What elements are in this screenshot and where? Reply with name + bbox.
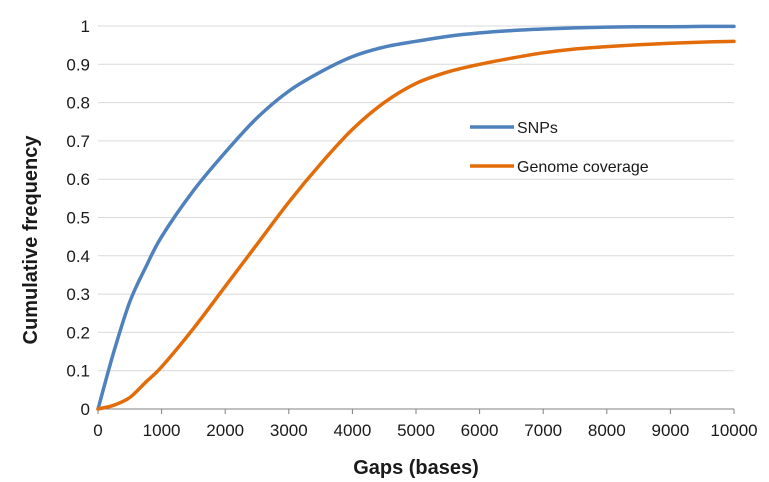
series-line-genome-coverage [96, 39, 736, 411]
x-tick-label: 10000 [710, 421, 757, 440]
y-tick-label: 0.6 [66, 170, 90, 189]
x-tick-label: 1000 [143, 421, 181, 440]
series-line-snps [96, 24, 736, 411]
x-tick-label: 7000 [524, 421, 562, 440]
series-lines [96, 24, 736, 411]
x-tick-label: 6000 [461, 421, 499, 440]
y-tick-label: 0 [81, 400, 90, 419]
y-tick-label: 0.1 [66, 362, 90, 381]
x-tick-label: 9000 [651, 421, 689, 440]
x-axis-title: Gaps (bases) [353, 457, 479, 479]
x-tick-label: 8000 [588, 421, 626, 440]
legend-label: SNPs [517, 120, 558, 137]
y-tick-label: 0.9 [66, 55, 90, 74]
x-tick-label: 5000 [397, 421, 435, 440]
y-tick-label: 0.5 [66, 209, 90, 228]
y-tick-label: 0.2 [66, 323, 90, 342]
legend: SNPs Genome coverage [470, 120, 649, 176]
legend-label: Genome coverage [517, 159, 649, 176]
y-tick-label: 0.8 [66, 94, 90, 113]
y-tick-label: 0.7 [66, 132, 90, 151]
axes [97, 408, 735, 414]
y-tick-label: 0.3 [66, 285, 90, 304]
x-tick-label: 2000 [206, 421, 244, 440]
x-tick-label: 4000 [333, 421, 371, 440]
x-tick-label: 0 [93, 421, 102, 440]
y-axis-title: Cumulative frequency [20, 135, 42, 345]
y-tick-label: 1 [81, 17, 90, 36]
x-tick-label: 3000 [270, 421, 308, 440]
gridlines [98, 25, 734, 372]
y-tick-label: 0.4 [66, 247, 90, 266]
legend-item-genome-coverage: Genome coverage [470, 159, 649, 176]
tick-labels: 0 0.1 0.2 0.3 0.4 0.5 0.6 0.7 0.8 0.9 1 0 1000 2000 30… [66, 17, 757, 440]
legend-item-snps: SNPs [470, 120, 558, 137]
